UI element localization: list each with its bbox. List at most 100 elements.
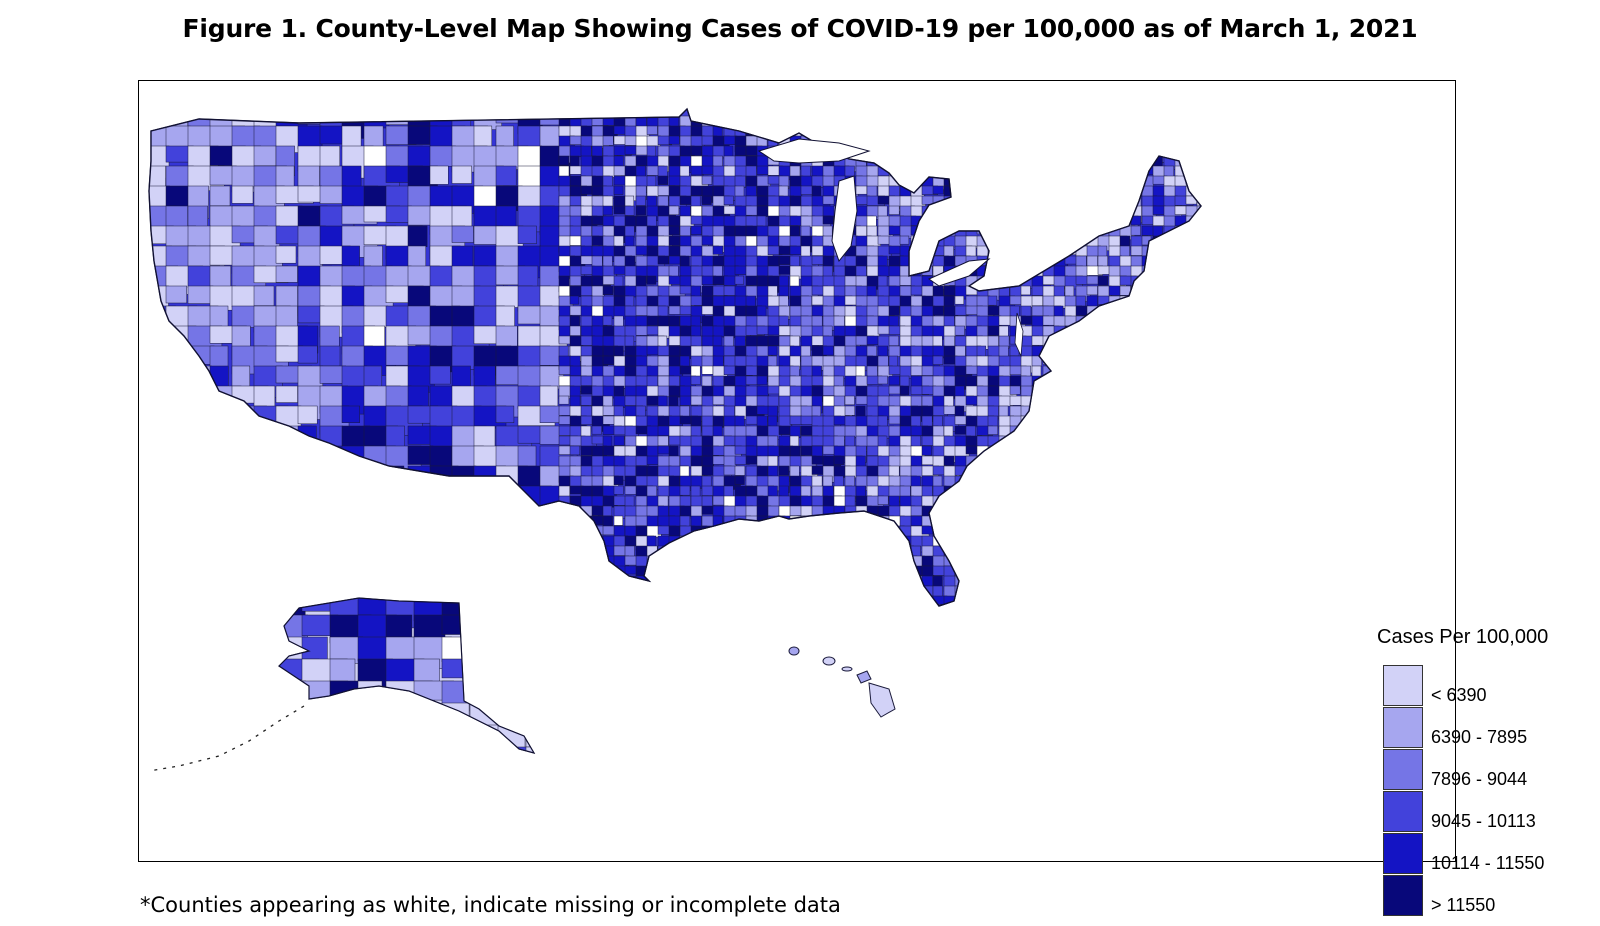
county-cell — [943, 155, 961, 170]
county-cell — [657, 575, 668, 589]
county-cell — [451, 225, 474, 243]
legend-swatch — [1383, 833, 1423, 874]
county-cell — [987, 525, 1002, 543]
county-cell — [723, 275, 737, 286]
county-cell — [1108, 325, 1124, 343]
county-cell — [1208, 516, 1223, 526]
county-cell — [756, 565, 772, 583]
county-cell — [899, 115, 911, 130]
county-cell — [723, 555, 736, 572]
county-cell — [877, 595, 896, 606]
county-cell — [1185, 395, 1197, 413]
county-cell — [1130, 335, 1148, 353]
county-cell — [1174, 235, 1189, 248]
county-cell — [1031, 425, 1051, 437]
county-cell — [1119, 395, 1131, 409]
county-cell — [1130, 485, 1148, 498]
county-cell — [209, 565, 229, 593]
county-cell — [811, 595, 825, 606]
county-cell — [1163, 465, 1178, 481]
county-cell — [954, 125, 972, 137]
county-cell — [965, 145, 976, 163]
county-cell — [1174, 555, 1194, 571]
county-cell — [1086, 109, 1100, 122]
county-cell — [1130, 555, 1150, 574]
county-cell — [1196, 445, 1201, 457]
county-cell — [1108, 465, 1126, 482]
county-cell — [1119, 325, 1133, 342]
county-cell — [1141, 455, 1155, 466]
county-cell — [899, 155, 915, 165]
county-cell — [1141, 535, 1157, 553]
county-cell — [301, 724, 343, 753]
county-cell — [965, 195, 978, 213]
county-cell — [734, 475, 745, 485]
county-cell — [921, 165, 939, 177]
legend-label: 6390 - 7895 — [1431, 727, 1528, 747]
county-cell — [253, 485, 274, 519]
county-cell — [976, 475, 990, 487]
county-cell — [954, 195, 970, 208]
county-cell — [1130, 475, 1141, 487]
county-cell — [811, 109, 826, 123]
county-cell — [1075, 475, 1086, 486]
county-cell — [363, 525, 394, 554]
county-cell — [954, 515, 973, 527]
county-cell — [1020, 185, 1038, 199]
county-cell — [1086, 605, 1101, 606]
county-cell — [1031, 495, 1048, 507]
county-cell — [954, 535, 965, 549]
county-cell — [998, 255, 1018, 267]
county-cell — [833, 325, 846, 337]
county-cell — [965, 135, 978, 152]
county-cell — [1031, 545, 1051, 563]
county-cell — [1119, 575, 1134, 587]
county-cell — [965, 525, 983, 540]
county-cell — [998, 475, 1015, 491]
county-cell — [1075, 445, 1086, 463]
county-cell — [811, 515, 827, 532]
county-cell — [1152, 295, 1166, 305]
county-cell — [668, 585, 684, 601]
county-cell — [1053, 445, 1071, 457]
county-cell — [723, 575, 736, 591]
county-cell — [165, 345, 189, 364]
county-cell — [778, 485, 789, 497]
county-cell — [756, 385, 769, 397]
county-cell — [1009, 585, 1025, 598]
county-cell — [1108, 455, 1121, 466]
county-cell — [1031, 395, 1051, 410]
county-cell — [1163, 265, 1180, 280]
county-cell — [591, 575, 609, 593]
county-cell — [1097, 305, 1115, 321]
county-cell — [998, 245, 1011, 263]
county-cell — [998, 155, 1012, 170]
county-cell — [1086, 555, 1105, 569]
county-cell — [932, 505, 944, 523]
county-cell — [1108, 165, 1126, 175]
county-cell — [910, 605, 929, 606]
county-cell — [1053, 605, 1067, 606]
county-cell — [767, 555, 781, 570]
county-cell — [539, 565, 564, 597]
county-cell — [1185, 315, 1198, 331]
county-cell — [1119, 375, 1130, 389]
county-cell — [998, 575, 1013, 588]
county-cell — [679, 565, 698, 576]
county-cell — [646, 145, 657, 157]
county-cell — [943, 515, 955, 527]
county-cell — [1174, 525, 1193, 538]
county-cell — [1020, 555, 1039, 568]
county-cell — [1042, 565, 1058, 578]
county-cell — [822, 345, 834, 356]
county-cell — [701, 235, 715, 246]
county-cell — [469, 614, 515, 637]
county-cell — [1075, 395, 1088, 409]
county-cell — [811, 275, 824, 287]
county-cell — [1009, 555, 1022, 573]
county-cell — [800, 595, 818, 606]
county-cell — [767, 535, 784, 548]
county-cell — [319, 465, 356, 496]
county-cell — [1152, 425, 1169, 438]
county-cell — [778, 545, 789, 559]
